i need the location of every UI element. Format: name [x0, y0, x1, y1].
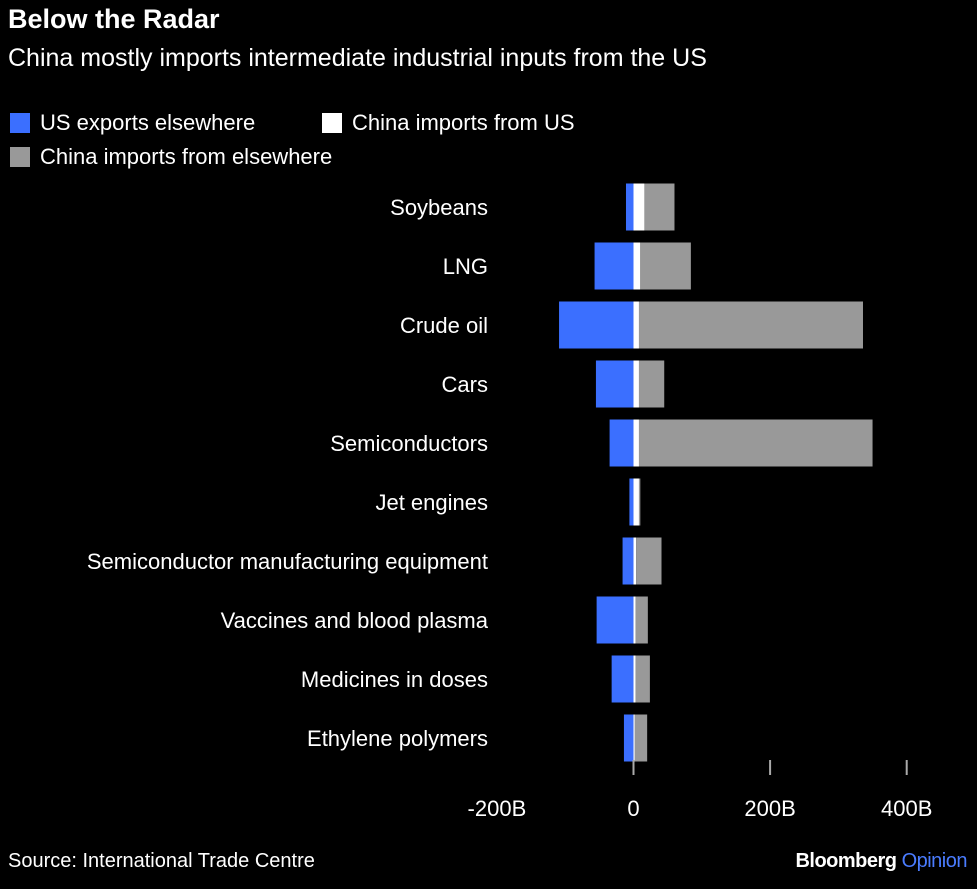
bar-china-imports-from-elsewhere	[635, 596, 648, 644]
bar-china-imports-from-elsewhere	[644, 183, 675, 231]
bar-us-exports-elsewhere	[625, 183, 634, 231]
bar-china-imports-from-elsewhere	[635, 655, 650, 703]
bar-china-imports-from-us	[633, 537, 637, 585]
bar-us-exports-elsewhere	[609, 419, 634, 467]
bar-china-imports-from-us	[633, 478, 639, 526]
bar-china-imports-from-us	[633, 596, 636, 644]
legend-item-china-imports-elsewhere: China imports from elsewhere	[10, 144, 332, 170]
bar-china-imports-from-us	[633, 183, 645, 231]
bar-china-imports-from-elsewhere	[638, 419, 873, 467]
source-note: Source: International Trade Centre	[8, 850, 315, 872]
bar-china-imports-from-elsewhere	[638, 478, 641, 526]
category-label: Vaccines and blood plasma	[221, 608, 489, 633]
chart-title: Below the Radar	[8, 4, 220, 34]
bar-us-exports-elsewhere	[623, 714, 634, 762]
legend-swatch	[322, 113, 342, 133]
x-tick-label: 200B	[744, 796, 795, 821]
brand-name: Bloomberg	[795, 850, 897, 872]
bar-china-imports-from-elsewhere	[634, 714, 648, 762]
bar-us-exports-elsewhere	[622, 537, 634, 585]
bar-us-exports-elsewhere	[595, 360, 634, 408]
bar-china-imports-from-elsewhere	[638, 360, 665, 408]
category-label: Cars	[442, 372, 488, 397]
x-tick-label: 0	[627, 796, 639, 821]
bar-china-imports-from-us	[633, 714, 635, 762]
category-label: Jet engines	[375, 490, 488, 515]
legend-item-us-exports: US exports elsewhere	[10, 110, 255, 136]
chart-subtitle: China mostly imports intermediate indust…	[8, 44, 707, 72]
x-tick-label: 400B	[881, 796, 932, 821]
bar-china-imports-from-us	[633, 242, 641, 290]
category-label: LNG	[443, 254, 488, 279]
bar-china-imports-from-elsewhere	[638, 301, 863, 349]
legend-swatch	[10, 147, 30, 167]
bar-us-exports-elsewhere	[594, 242, 634, 290]
legend-swatch	[10, 113, 30, 133]
bar-china-imports-from-us	[633, 301, 639, 349]
bar-us-exports-elsewhere	[596, 596, 634, 644]
category-label: Ethylene polymers	[307, 726, 488, 751]
legend-label: US exports elsewhere	[40, 110, 256, 135]
x-tick-label: -200B	[468, 796, 527, 821]
category-label: Semiconductor manufacturing equipment	[87, 549, 488, 574]
bar-china-imports-from-elsewhere	[636, 537, 662, 585]
category-label: Medicines in doses	[301, 667, 488, 692]
bar-us-exports-elsewhere	[629, 478, 634, 526]
bar-china-imports-from-elsewhere	[640, 242, 691, 290]
legend-label: China imports from US	[352, 110, 575, 135]
bar-us-exports-elsewhere	[559, 301, 634, 349]
category-label: Soybeans	[390, 195, 488, 220]
category-label: Semiconductors	[330, 431, 488, 456]
category-label: Crude oil	[400, 313, 488, 338]
brand-logo: Bloomberg Opinion	[795, 850, 967, 873]
legend-label: China imports from elsewhere	[40, 144, 333, 169]
brand-sub: Opinion	[901, 850, 968, 872]
bar-china-imports-from-us	[633, 360, 639, 408]
bar-china-imports-from-us	[633, 419, 639, 467]
legend-item-china-imports-us: China imports from US	[322, 110, 575, 136]
bar-us-exports-elsewhere	[611, 655, 634, 703]
bar-china-imports-from-us	[633, 655, 636, 703]
